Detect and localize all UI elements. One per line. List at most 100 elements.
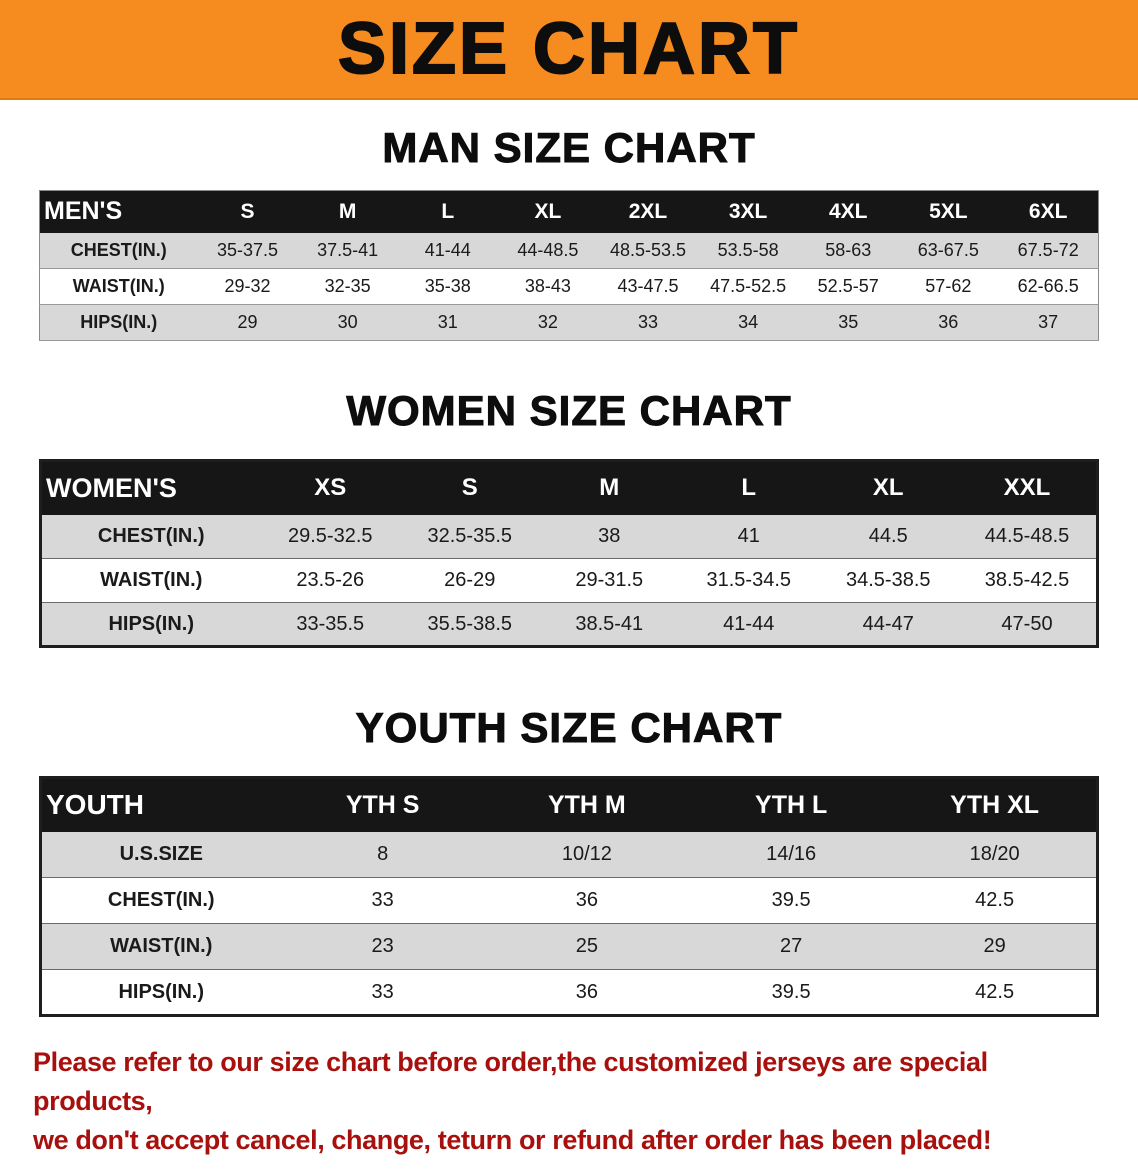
size-cell: 33	[371, 889, 394, 911]
size-cell: 34	[738, 312, 759, 332]
size-cell: 10/12	[561, 842, 612, 865]
youth-size-table: YOUTH YTH S YTH M YTH L YTH XL U.S.SIZE …	[39, 776, 1099, 1017]
size-cell: 36	[575, 980, 598, 1003]
size-cell: 44.5-48.5	[984, 524, 1070, 547]
size-cell: 44-48.5	[517, 239, 579, 260]
youth-header-label: YOUTH	[46, 789, 144, 821]
size-cell: 29-31.5	[575, 569, 644, 591]
size-cell: 48.5-53.5	[609, 239, 687, 260]
row-label: WAIST(IN.)	[100, 569, 203, 591]
women-header-row: WOMEN'S XS S M L XL XXL	[40, 460, 1098, 515]
men-size-chart-section: MAN SIZE CHART MEN'S S M L XL 2XL 3XL 4X…	[0, 124, 1138, 341]
size-cell: 33-35.5	[296, 612, 365, 635]
row-label: CHEST(IN.)	[97, 524, 205, 547]
women-hips-row: HIPS(IN.) 33-35.5 35.5-38.5 38.5-41 41-4…	[40, 602, 1098, 647]
youth-chest-row: CHEST(IN.) 33 36 39.5 42.5	[40, 877, 1098, 924]
men-header-size: M	[338, 199, 357, 223]
size-cell: 38-43	[524, 276, 571, 296]
youth-header-size: YTH S	[345, 790, 420, 819]
row-label: HIPS(IN.)	[108, 612, 195, 635]
order-notice-line-2: we don't accept cancel, change, teturn o…	[33, 1125, 992, 1156]
size-cell: 67.5-72	[1017, 239, 1079, 260]
youth-hips-row: HIPS(IN.) 33 36 39.5 42.5	[40, 969, 1098, 1016]
size-cell: 58-63	[825, 239, 872, 260]
women-header-size: L	[741, 474, 757, 502]
row-label: HIPS(IN.)	[118, 980, 205, 1003]
women-header-size: XL	[872, 474, 904, 502]
women-waist-row: WAIST(IN.) 23.5-26 26-29 29-31.5 31.5-34…	[40, 558, 1098, 603]
size-cell: 35	[838, 312, 859, 332]
size-cell: 14/16	[766, 842, 817, 865]
size-cell: 27	[780, 935, 803, 957]
men-header-size: XL	[534, 199, 562, 223]
row-label: WAIST(IN.)	[72, 276, 165, 296]
men-chest-row: CHEST(IN.) 35-37.5 37.5-41 41-44 44-48.5…	[39, 232, 1099, 269]
size-cell: 36	[938, 312, 959, 332]
youth-waist-row: WAIST(IN.) 23 25 27 29	[40, 923, 1098, 970]
size-cell: 52.5-57	[817, 276, 879, 296]
size-cell: 34.5-38.5	[845, 569, 931, 591]
size-cell: 62-66.5	[1017, 276, 1079, 296]
size-cell: 42.5	[975, 889, 1015, 911]
youth-chart-heading: YOUTH SIZE CHART	[355, 704, 783, 752]
men-header-size: 6XL	[1028, 199, 1068, 223]
size-cell: 23	[371, 935, 394, 957]
men-header-row: MEN'S S M L XL 2XL 3XL 4XL 5XL 6XL	[39, 190, 1099, 233]
men-hips-row: HIPS(IN.) 29 30 31 32 33 34 35 36 37	[39, 304, 1099, 341]
women-header-size: M	[599, 474, 620, 502]
women-size-chart-section: WOMEN SIZE CHART WOMEN'S XS S M L XL XXL	[0, 387, 1138, 648]
size-cell: 30	[337, 312, 358, 332]
size-cell: 44.5	[868, 524, 908, 547]
size-cell: 38.5-42.5	[984, 569, 1070, 591]
youth-ussize-row: U.S.SIZE 8 10/12 14/16 18/20	[40, 831, 1098, 878]
men-header-size: 4XL	[828, 199, 868, 223]
order-notice-line-1: Please refer to our size chart before or…	[33, 1047, 988, 1117]
row-label: WAIST(IN.)	[110, 935, 213, 957]
size-cell: 41-44	[723, 612, 775, 635]
row-label: U.S.SIZE	[119, 842, 203, 865]
size-cell: 63-67.5	[917, 239, 979, 260]
size-cell: 29.5-32.5	[287, 524, 373, 547]
men-size-table: MEN'S S M L XL 2XL 3XL 4XL 5XL 6XL CHEST…	[39, 190, 1099, 341]
banner: SIZE CHART	[0, 0, 1138, 100]
size-cell: 32-35	[324, 276, 371, 296]
size-cell: 31	[437, 312, 458, 332]
size-cell: 25	[575, 935, 598, 957]
size-cell: 37	[1038, 312, 1059, 332]
size-cell: 35.5-38.5	[427, 612, 512, 635]
size-cell: 37.5-41	[317, 239, 379, 260]
youth-header-size: YTH L	[755, 790, 828, 819]
size-cell: 53.5-58	[717, 239, 779, 260]
size-cell: 39.5	[771, 980, 811, 1003]
size-cell: 18/20	[969, 842, 1020, 865]
women-chest-row: CHEST(IN.) 29.5-32.5 32.5-35.5 38 41 44.…	[40, 514, 1098, 559]
size-cell: 29	[983, 935, 1006, 957]
women-header-size: XS	[314, 474, 347, 502]
row-label: CHEST(IN.)	[70, 239, 167, 260]
women-size-table: WOMEN'S XS S M L XL XXL CHEST(IN.) 29.5-…	[39, 459, 1099, 648]
size-cell: 47.5-52.5	[710, 276, 787, 296]
youth-header-size: YTH M	[547, 790, 626, 819]
size-cell: 29-32	[224, 276, 271, 296]
size-cell: 31.5-34.5	[706, 569, 791, 591]
size-cell: 41	[737, 524, 760, 547]
size-cell: 38.5-41	[575, 612, 644, 635]
size-cell: 29	[237, 312, 258, 332]
size-cell: 57-62	[925, 276, 972, 296]
men-header-size: S	[240, 199, 255, 223]
men-header-size: L	[441, 199, 455, 223]
size-cell: 38	[598, 524, 621, 547]
size-cell: 33	[371, 980, 394, 1003]
men-waist-row: WAIST(IN.) 29-32 32-35 35-38 38-43 43-47…	[39, 268, 1099, 305]
size-cell: 43-47.5	[617, 276, 679, 296]
women-header-label: WOMEN'S	[46, 472, 177, 503]
women-chart-heading: WOMEN SIZE CHART	[346, 387, 792, 435]
men-chart-heading: MAN SIZE CHART	[382, 124, 756, 172]
men-header-size: 5XL	[929, 199, 968, 223]
size-cell: 42.5	[975, 980, 1015, 1003]
youth-header-row: YOUTH YTH S YTH M YTH L YTH XL	[40, 777, 1098, 832]
size-cell: 44-47	[862, 612, 914, 635]
size-cell: 32.5-35.5	[427, 524, 512, 547]
banner-title: SIZE CHART	[337, 9, 800, 89]
size-cell: 41-44	[424, 239, 471, 260]
